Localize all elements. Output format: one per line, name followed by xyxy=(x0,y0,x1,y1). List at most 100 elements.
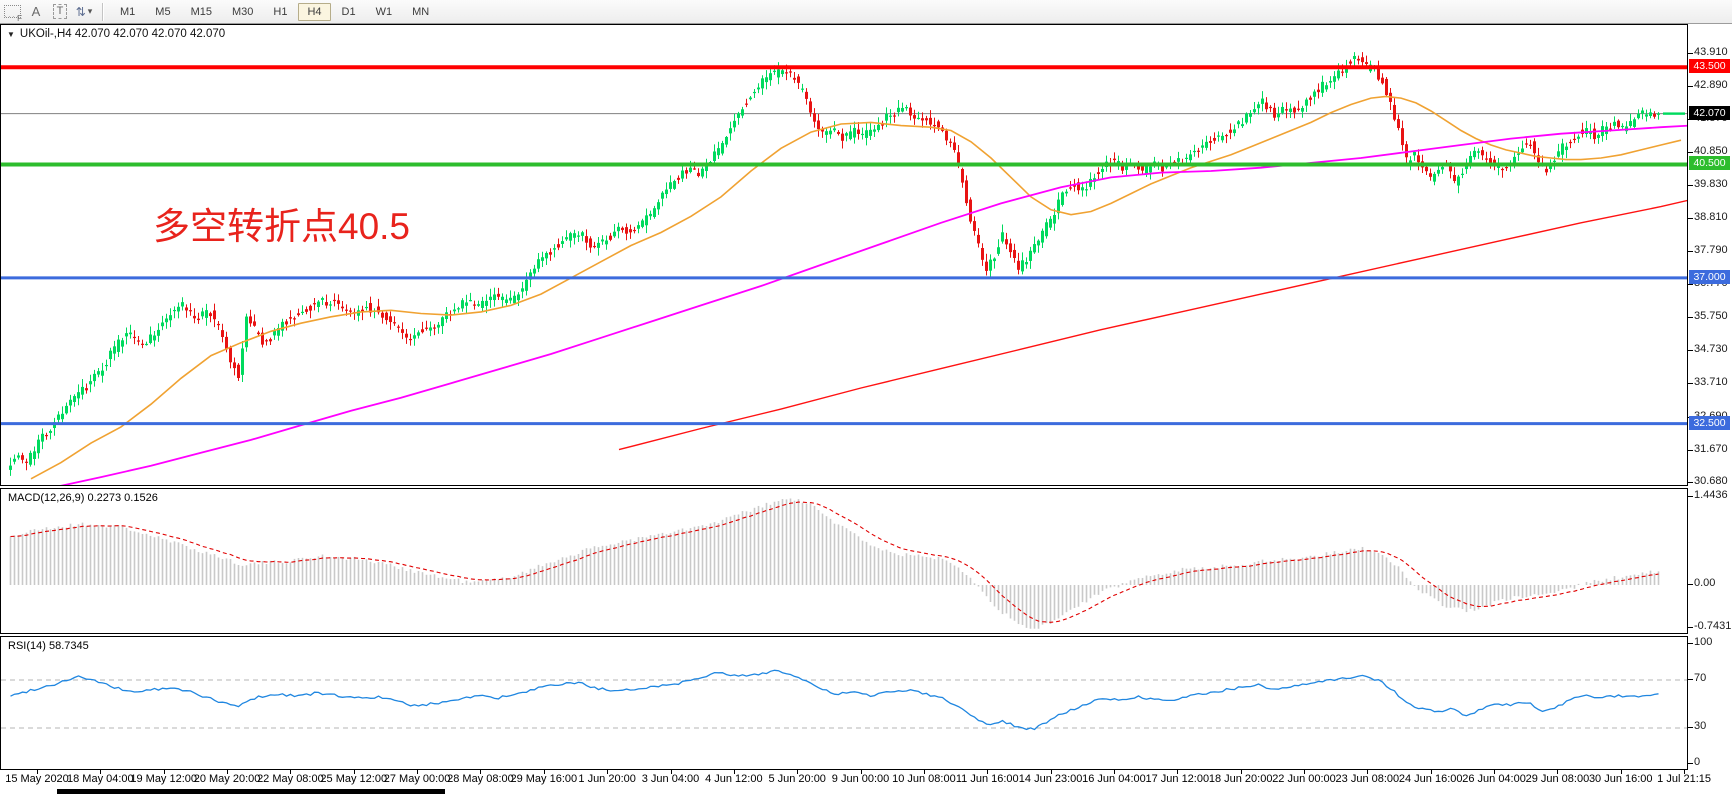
time-tick-mark xyxy=(1304,770,1305,774)
price-axis[interactable]: 43.91042.89041.87040.85039.83038.81037.7… xyxy=(1688,24,1732,770)
rsi-canvas[interactable] xyxy=(1,637,1687,769)
time-tick-mark xyxy=(923,770,925,774)
time-tick-mark xyxy=(1557,770,1559,774)
time-tick-mark xyxy=(1430,770,1432,774)
macd-canvas[interactable] xyxy=(1,489,1687,633)
time-axis-label: 18 May 04:00 xyxy=(67,773,134,785)
axis-tick-mark xyxy=(1688,251,1693,253)
time-axis-label: 5 Jun 20:00 xyxy=(768,773,826,785)
hline-price-tag[interactable]: 43.500 xyxy=(1689,59,1730,74)
time-axis-label: 10 Jun 08:00 xyxy=(892,773,956,785)
price-axis-label: 38.810 xyxy=(1694,211,1728,224)
rsi-value: 58.7345 xyxy=(48,640,89,652)
time-axis-label: 24 Jun 16:00 xyxy=(1398,773,1463,785)
timeframe-button-m30[interactable]: M30 xyxy=(231,5,254,18)
scrollbar-thumb[interactable] xyxy=(57,789,445,794)
macd-label: MACD(12,26,9) 0.2273 0.1526 xyxy=(8,492,158,504)
axis-tick-mark xyxy=(1688,86,1693,88)
time-tick-mark xyxy=(1494,770,1496,774)
time-axis-label: 1 Jun 20:00 xyxy=(578,773,636,785)
chart-header: ▼ UKOil-,H4 42.070 42.070 42.070 42.070 xyxy=(7,28,225,40)
timeframe-button-mn[interactable]: MN xyxy=(412,5,430,18)
time-axis-label: 22 Jun 00:00 xyxy=(1272,773,1336,785)
axis-tick-mark xyxy=(1688,284,1693,286)
timeframe-button-h1[interactable]: H1 xyxy=(273,5,288,18)
time-axis-label: 14 Jun 23:00 xyxy=(1018,773,1083,785)
time-tick-mark xyxy=(797,770,799,774)
axis-tick-mark xyxy=(1688,383,1693,385)
time-axis-label: 29 Jun 08:00 xyxy=(1525,773,1590,785)
axis-tick-mark xyxy=(1688,763,1693,764)
current-price-tag[interactable]: 42.070 xyxy=(1689,105,1730,120)
rsi-axis-label: 0 xyxy=(1694,756,1701,768)
price-axis-label: 34.730 xyxy=(1694,343,1728,356)
time-tick-mark xyxy=(987,770,989,774)
hline-price-tag[interactable]: 40.500 xyxy=(1689,156,1730,171)
symbol-quote-text: UKOil-,H4 42.070 42.070 42.070 42.070 xyxy=(19,28,226,40)
time-axis-label: 11 Jun 16:00 xyxy=(955,773,1019,785)
axis-tick-mark xyxy=(1688,481,1693,483)
macd-panel[interactable]: MACD(12,26,9) 0.2273 0.1526 xyxy=(0,488,1688,634)
updown-arrows-icon: ⇅ xyxy=(75,4,86,19)
text-label-tool-icon[interactable]: A xyxy=(31,4,41,19)
time-tick-mark xyxy=(227,770,229,774)
timeframe-button-h4[interactable]: H4 xyxy=(298,2,331,21)
text-annotation[interactable]: 多空转折点40.5 xyxy=(153,206,411,247)
time-axis-label: 22 May 08:00 xyxy=(257,773,324,785)
time-axis-label: 1 Jul 21:15 xyxy=(1657,773,1712,785)
axis-tick-mark xyxy=(1688,53,1693,54)
time-tick-mark xyxy=(543,770,545,774)
price-axis-label: 40.850 xyxy=(1694,145,1728,158)
price-axis-label: 43.910 xyxy=(1694,46,1728,58)
axis-tick-mark xyxy=(1688,185,1693,187)
macd-axis-label: -0.7431 xyxy=(1694,620,1732,632)
price-axis-label: 39.830 xyxy=(1694,178,1728,191)
time-tick-mark xyxy=(1113,770,1115,774)
rsi-panel[interactable]: RSI(14) 58.7345 xyxy=(0,636,1688,770)
time-axis-label: 9 Jun 00:00 xyxy=(831,773,890,785)
text-box-tool-icon[interactable]: T xyxy=(49,2,71,22)
time-axis-label: 20 May 20:00 xyxy=(193,773,261,785)
timeframe-button-m5[interactable]: M5 xyxy=(155,5,171,18)
time-tick-mark xyxy=(480,770,482,774)
timeframe-button-d1[interactable]: D1 xyxy=(341,5,356,18)
time-axis-label: 16 Jun 04:00 xyxy=(1082,773,1146,785)
time-tick-mark xyxy=(290,770,292,774)
time-tick-mark xyxy=(1240,770,1242,774)
timeframe-button-w1[interactable]: W1 xyxy=(375,5,393,18)
hline-price-tag[interactable]: 32.500 xyxy=(1689,415,1730,430)
toolbar-separator xyxy=(102,2,104,21)
time-axis-label: 25 May 12:00 xyxy=(320,773,388,785)
time-tick-mark xyxy=(163,770,165,774)
time-tick-mark xyxy=(1684,770,1686,774)
macd-axis-label: 1.4436 xyxy=(1694,489,1728,501)
time-axis-label: 17 Jun 12:00 xyxy=(1145,773,1210,785)
time-axis-label: 23 Jun 08:00 xyxy=(1335,773,1400,785)
time-axis-label: 28 May 08:00 xyxy=(447,773,514,785)
arrows-tool-icon[interactable]: ⇅ ▾ xyxy=(73,2,95,22)
time-axis[interactable]: 15 May 2020 18 May 04:00 19 May 12:00 20 Ma… xyxy=(0,770,1732,789)
grid-icon xyxy=(3,5,21,18)
axis-tick-mark xyxy=(1688,317,1693,319)
time-axis-label: 18 Jun 20:00 xyxy=(1208,773,1273,785)
rsi-axis-label: 30 xyxy=(1694,720,1707,732)
main-chart-panel[interactable]: ▼ UKOil-,H4 42.070 42.070 42.070 42.070 … xyxy=(0,24,1688,486)
ma-mid-magenta xyxy=(60,124,1687,485)
toolbar: F A T ⇅ ▾ M1 M5 M15 M30 H1 H4 D1 W1 MN xyxy=(0,0,1732,24)
time-axis-label: 19 May 12:00 xyxy=(130,773,198,785)
candlestick-canvas[interactable] xyxy=(1,25,1687,485)
price-axis-label: 37.790 xyxy=(1694,244,1728,257)
horizontal-scrollbar[interactable] xyxy=(0,789,1732,795)
chart-shift-icon[interactable]: F xyxy=(1,2,23,23)
timeframe-button-m15[interactable]: M15 xyxy=(190,5,212,18)
price-axis-label: 30.680 xyxy=(1694,474,1728,487)
time-tick-mark xyxy=(353,770,355,774)
time-tick-mark xyxy=(1050,770,1052,774)
hline-price-tag[interactable]: 37.000 xyxy=(1689,269,1730,284)
symbol-dropdown-icon[interactable]: ▼ xyxy=(7,29,15,39)
timeframe-button-m1[interactable]: M1 xyxy=(120,5,136,18)
time-tick-mark xyxy=(1367,770,1369,774)
axis-tick-mark xyxy=(1688,449,1693,451)
price-axis-label: 31.670 xyxy=(1694,442,1728,455)
